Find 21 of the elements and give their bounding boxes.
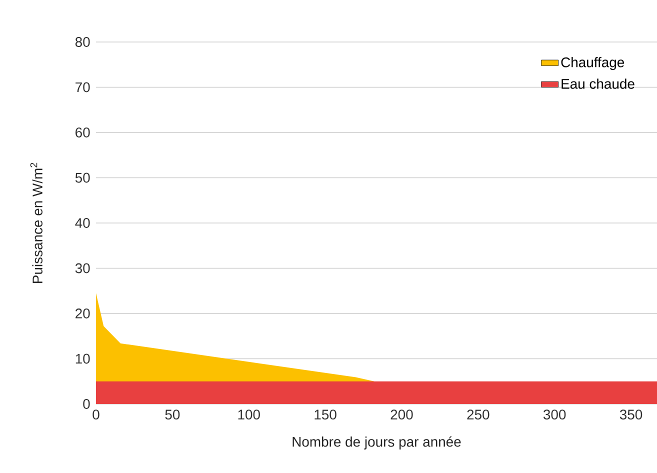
y-tick-label: 40 (75, 218, 90, 228)
legend-label: Eau chaude (562, 78, 634, 89)
x-tick-label: 150 (314, 410, 336, 420)
y-tick-label: 30 (75, 263, 90, 274)
legend-label: Chauffage (561, 57, 624, 70)
y-tick-label: 20 (76, 308, 90, 318)
y-tick-label: 80 (75, 37, 90, 47)
x-axis-title: Nombre de jours par année (292, 436, 461, 450)
x-tick-label: 50 (165, 410, 180, 420)
x-tick-label: 300 (543, 410, 566, 420)
y-tick-label: 50 (75, 172, 90, 183)
y-tick-label: 0 (83, 399, 90, 409)
x-tick-label: 350 (620, 410, 642, 420)
y-tick-label: 10 (76, 354, 90, 364)
x-tick-label: 200 (390, 410, 413, 420)
y-axis-title: Puissance en W/m$^{2}$ (30, 162, 42, 283)
x-tick-label: 100 (238, 410, 260, 420)
x-tick-label: 0 (92, 410, 100, 420)
x-tick-label: 250 (467, 410, 490, 420)
y-tick-label: 60 (76, 128, 90, 138)
y-tick-label: 70 (76, 82, 90, 92)
